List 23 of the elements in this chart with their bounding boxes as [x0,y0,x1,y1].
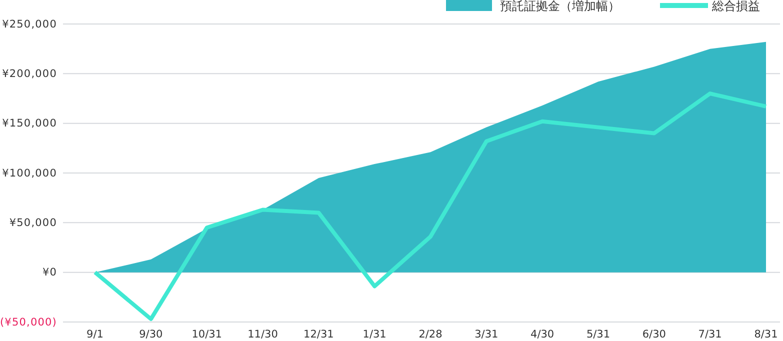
x-tick-label: 12/31 [304,328,334,340]
x-tick-label: 8/31 [754,328,778,340]
x-tick-label: 11/30 [248,328,278,340]
x-tick-label: 10/31 [192,328,222,340]
x-tick-label: 9/30 [139,328,163,340]
y-tick-label: (¥50,000) [0,316,57,328]
y-tick-label: ¥50,000 [9,217,57,230]
y-tick-label: ¥200,000 [2,68,57,80]
x-tick-label: 9/1 [86,328,104,340]
x-tick-label: 1/31 [362,328,386,340]
x-tick-label: 7/31 [698,328,722,340]
x-tick-label: 3/31 [474,328,498,340]
x-tick-label: 2/28 [418,328,442,340]
legend-label: 総合損益 [711,0,760,13]
line-series [93,92,768,322]
y-tick-label: ¥250,000 [2,18,57,30]
x-tick-label: 4/30 [530,328,554,340]
legend-label: 預託証拠金（増加幅） [500,0,620,13]
y-tick-label: ¥150,000 [2,118,57,130]
y-tick-label: ¥0 [42,266,57,279]
x-tick-label: 5/31 [586,328,610,340]
x-tick-label: 6/30 [642,328,666,340]
y-tick-label: ¥100,000 [2,167,57,180]
